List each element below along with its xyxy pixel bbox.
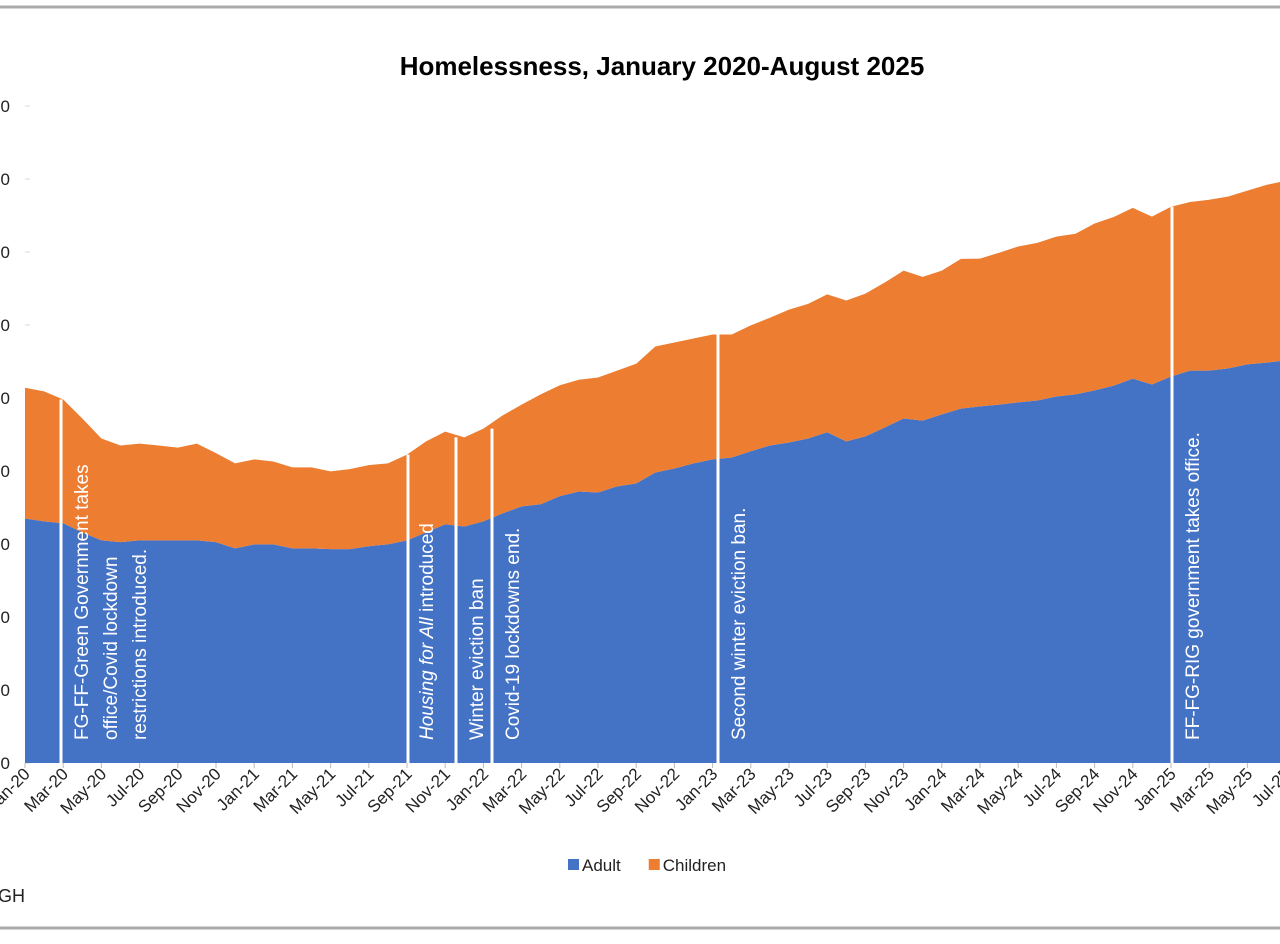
legend-swatch [568,859,579,870]
legend-label: Adult [582,856,621,875]
y-tick-label: 10,000 [0,389,10,408]
y-tick-label: 0 [1,754,10,773]
annotation-italic: Housing for All [417,616,438,740]
y-tick-label: 8,000 [0,462,10,481]
y-tick-label: 4,000 [0,608,10,627]
y-tick-label: 6,000 [0,535,10,554]
area-0 [25,361,1280,763]
annotation-text: Covid-19 lockdowns end. [503,528,524,740]
y-tick-label: 18,000 [0,97,10,116]
y-tick-label: 12,000 [0,316,10,335]
annotation-text: Second winter eviction ban. [729,508,750,740]
annotation-text: FG-FF-Green Government takes [72,464,93,740]
y-tick-label: 16,000 [0,170,10,189]
annotation-text: Winter eviction ban [467,578,488,740]
annotation-text: office/Covid lockdown [101,557,122,740]
source-note: GH [0,886,25,906]
area-1 [25,182,1280,550]
y-tick-label: 14,000 [0,243,10,262]
annotation-text: Housing for All introduced [417,523,438,740]
legend-swatch [648,859,660,870]
chart-title: Homelessness, January 2020-August 2025 [400,51,925,81]
annotation-text: restrictions introduced. [130,549,151,740]
x-tick-label: Jul-25 [1248,764,1280,810]
annotation-rest: introduced [417,523,438,617]
legend-label: Children [663,856,726,875]
annotation-text: FF-FG-RIG government takes office. [1183,432,1204,740]
y-tick-label: 2,000 [0,681,10,700]
